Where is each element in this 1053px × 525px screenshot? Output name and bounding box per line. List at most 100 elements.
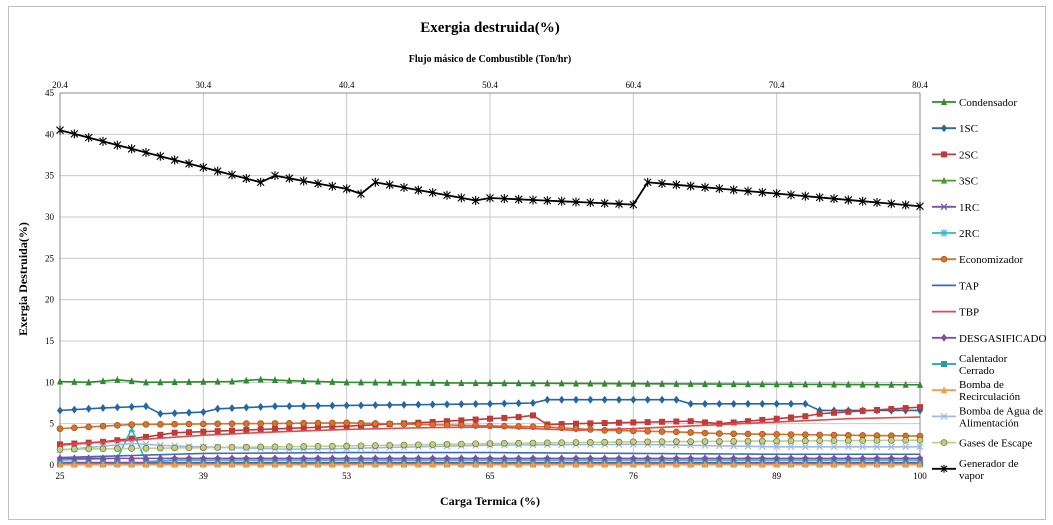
- data-point: [831, 380, 837, 388]
- data-point: [429, 454, 436, 463]
- data-point: [214, 420, 221, 428]
- data-point: [616, 460, 622, 468]
- data-point: [514, 194, 523, 204]
- data-point: [243, 460, 250, 468]
- data-point: [128, 454, 135, 463]
- data-point: [185, 159, 193, 169]
- data-point: [242, 174, 251, 184]
- data-point: [601, 420, 608, 427]
- data-point: [888, 437, 895, 444]
- data-point: [400, 182, 408, 192]
- series-11: [57, 460, 923, 468]
- data-point: [100, 377, 106, 385]
- data-point: [659, 460, 665, 468]
- data-point: [171, 409, 178, 418]
- series-6: [56, 419, 924, 440]
- data-point: [229, 404, 235, 413]
- data-point: [530, 412, 536, 419]
- data-point: [200, 444, 207, 451]
- y-tick-label: 0: [50, 460, 55, 470]
- data-point: [644, 419, 651, 426]
- data-point: [630, 460, 637, 468]
- data-point: [630, 438, 637, 446]
- data-point: [874, 460, 880, 468]
- data-point: [845, 380, 852, 388]
- data-point: [816, 437, 823, 445]
- data-point: [200, 460, 207, 468]
- data-point: [472, 379, 479, 387]
- data-point: [702, 379, 708, 387]
- data-point: [444, 378, 450, 386]
- data-point: [56, 445, 64, 453]
- data-point: [573, 379, 579, 387]
- data-point: [286, 454, 293, 463]
- data-point: [845, 460, 852, 468]
- data-point: [401, 400, 407, 409]
- data-point: [616, 379, 622, 387]
- data-point: [229, 454, 235, 463]
- data-point: [128, 445, 135, 452]
- data-point: [902, 436, 909, 444]
- data-point: [515, 439, 522, 447]
- data-point: [443, 440, 451, 448]
- data-point: [902, 460, 909, 468]
- y-tick-label: 25: [45, 253, 55, 263]
- data-point: [386, 454, 393, 463]
- data-point: [256, 177, 265, 187]
- data-point: [57, 441, 63, 448]
- x-tick-label: 89: [772, 471, 782, 481]
- data-point: [587, 395, 594, 404]
- data-point: [658, 179, 666, 189]
- data-point: [730, 399, 737, 408]
- data-point: [644, 454, 651, 463]
- data-point: [830, 194, 838, 204]
- data-point: [744, 442, 752, 450]
- data-point: [471, 195, 480, 205]
- data-point: [659, 418, 665, 425]
- data-point: [272, 425, 278, 432]
- data-point: [257, 402, 264, 411]
- data-point: [773, 443, 781, 451]
- data-point: [644, 395, 651, 404]
- data-point: [114, 445, 121, 452]
- data-point: [859, 380, 866, 388]
- data-point: [715, 184, 724, 194]
- legend-label: TBP: [959, 307, 979, 319]
- data-point: [272, 376, 278, 384]
- data-point: [917, 404, 923, 411]
- data-point: [285, 173, 294, 183]
- data-point: [415, 441, 422, 449]
- y-tick-label: 30: [45, 212, 55, 222]
- legend-marker: [941, 176, 947, 184]
- data-point: [644, 379, 651, 387]
- data-point: [772, 189, 781, 199]
- data-point: [200, 428, 207, 435]
- data-point: [329, 401, 336, 410]
- data-point: [114, 460, 121, 468]
- data-point: [128, 377, 135, 385]
- data-point: [429, 421, 436, 429]
- data-point: [816, 380, 823, 388]
- data-point: [500, 194, 509, 204]
- x-tick-label: 25: [56, 471, 66, 481]
- data-point: [243, 427, 250, 434]
- data-point: [71, 454, 78, 463]
- data-point: [830, 437, 838, 444]
- data-point: [429, 460, 436, 468]
- data-point: [400, 420, 408, 428]
- data-point: [802, 454, 809, 463]
- data-point: [444, 460, 450, 468]
- data-point: [831, 460, 837, 468]
- series-1: [57, 395, 923, 418]
- data-point: [702, 419, 708, 426]
- data-point: [357, 442, 365, 450]
- data-point: [343, 378, 350, 386]
- data-point: [343, 419, 350, 427]
- data-point: [759, 416, 766, 423]
- data-point: [272, 460, 278, 468]
- tick-labels: 0 5 10 15 20 25 30 35 40 45 25 39 53 65 76 89 100 20.4 30.…: [45, 80, 928, 481]
- data-point: [572, 439, 580, 446]
- data-point: [257, 443, 264, 451]
- data-point: [745, 460, 751, 468]
- data-point: [401, 460, 407, 468]
